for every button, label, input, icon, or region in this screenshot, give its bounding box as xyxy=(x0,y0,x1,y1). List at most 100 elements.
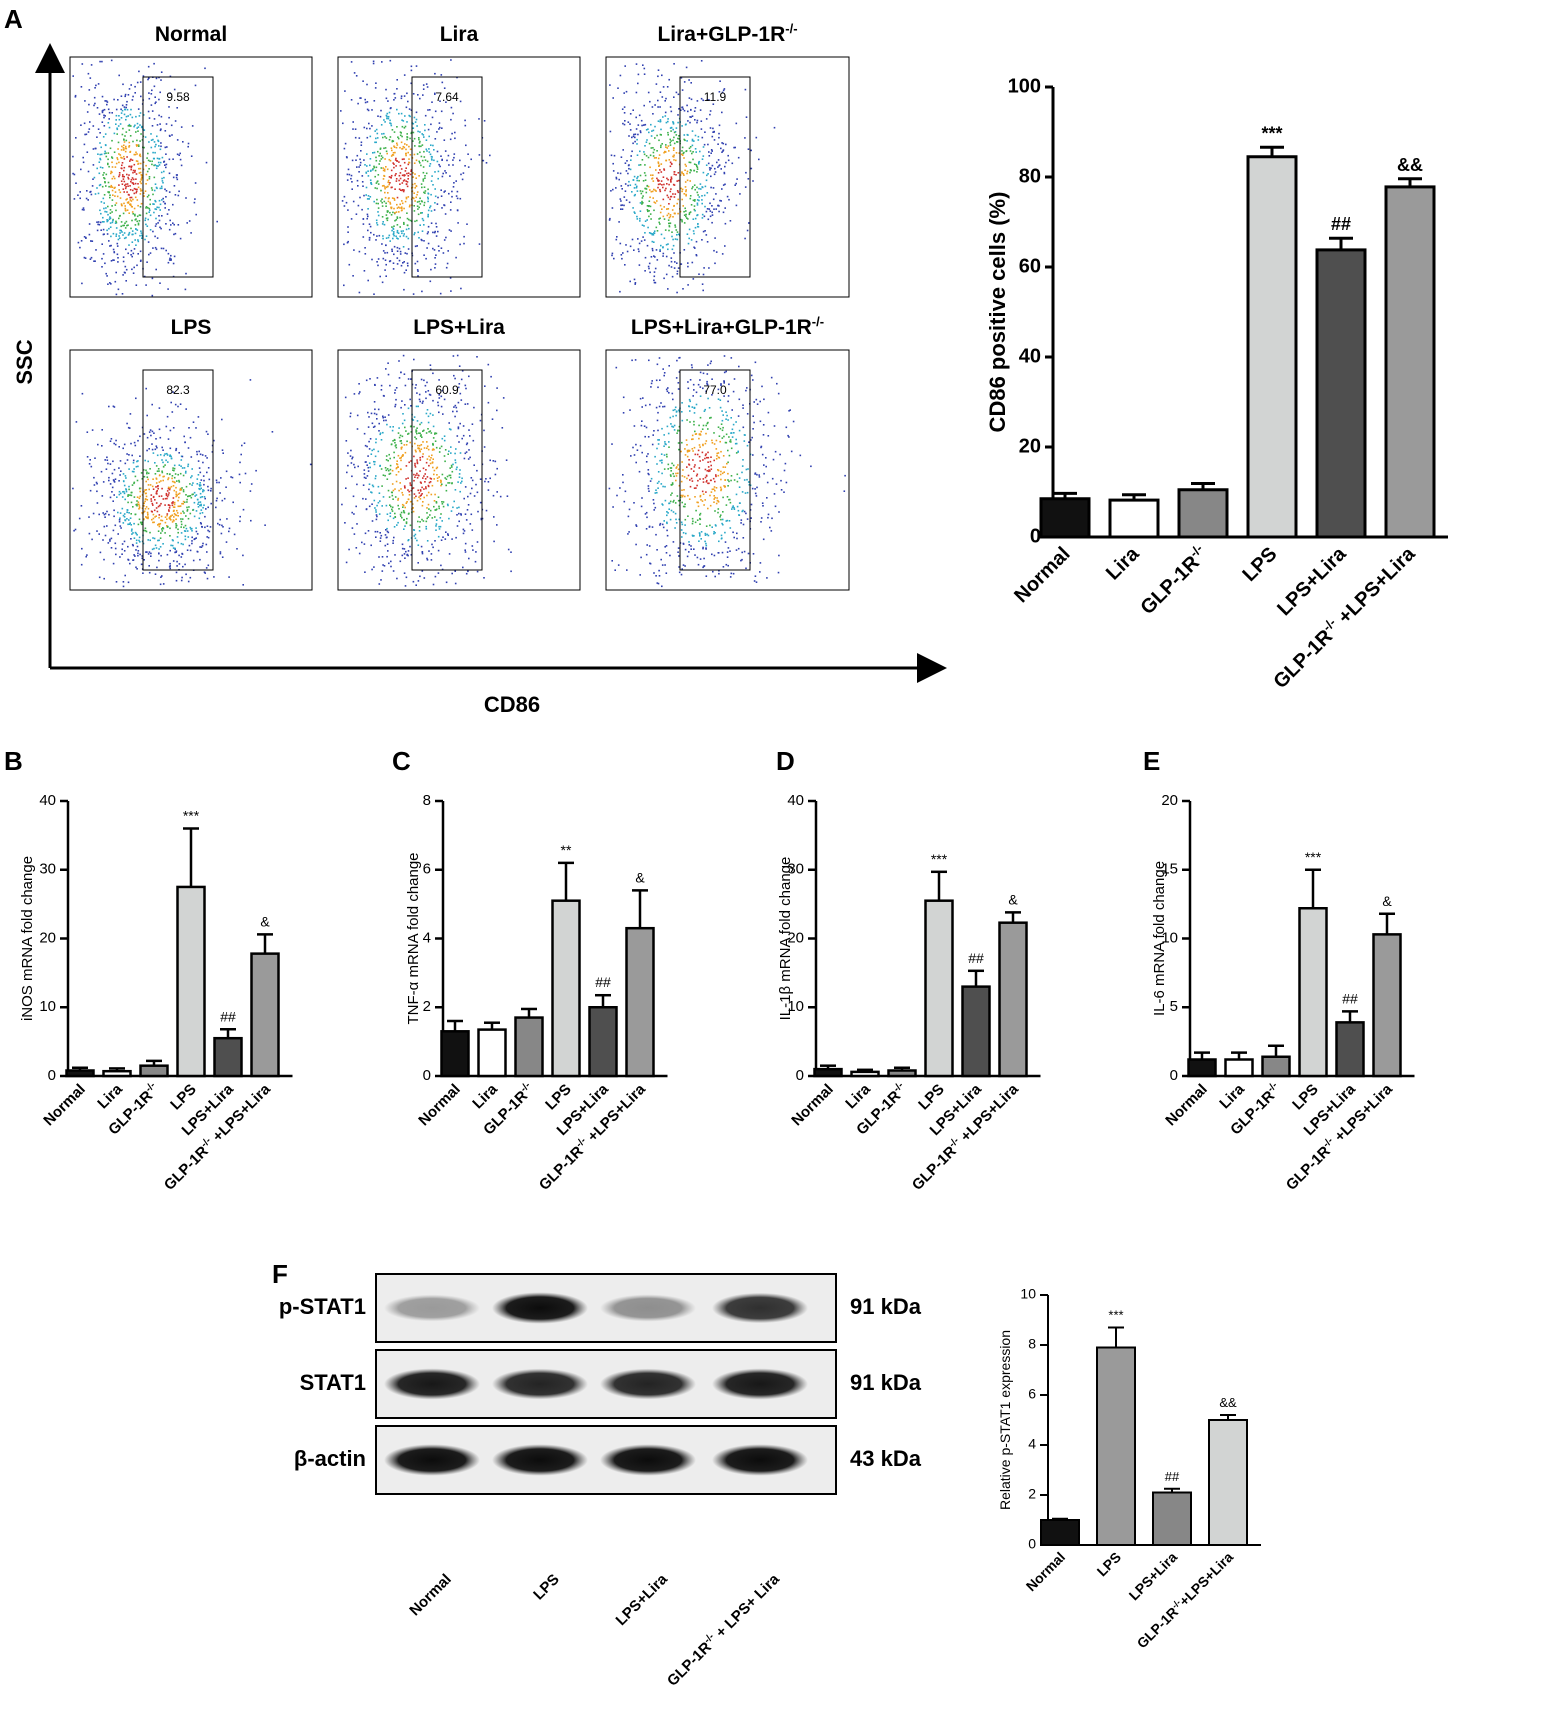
flow-dot xyxy=(650,135,653,137)
flow-dot xyxy=(375,202,378,205)
flow-dot xyxy=(120,203,123,205)
flow-dot xyxy=(433,500,436,502)
flow-dot xyxy=(427,390,430,392)
flow-dot xyxy=(92,164,95,166)
flow-dot xyxy=(400,230,403,232)
flow-dot xyxy=(174,473,177,475)
flow-dot xyxy=(704,454,707,457)
flow-dot xyxy=(162,498,165,500)
flow-dot xyxy=(706,208,709,210)
flow-dot xyxy=(86,190,88,192)
flow-dot xyxy=(155,167,158,170)
flow-dot xyxy=(454,489,457,491)
flow-dot xyxy=(190,456,193,458)
flow-dot xyxy=(138,167,140,170)
flow-dot xyxy=(215,479,218,482)
flow-dot xyxy=(150,187,153,189)
flow-dot xyxy=(135,566,137,569)
flow-dot xyxy=(669,198,671,201)
flow-dot xyxy=(162,583,165,585)
flow-dot xyxy=(390,147,393,149)
flow-dot xyxy=(173,516,175,518)
flow-dot xyxy=(113,187,116,189)
flow-dot xyxy=(435,467,438,470)
flow-dot xyxy=(153,521,155,524)
flow-dot xyxy=(695,509,697,512)
flow-dot xyxy=(390,174,393,177)
flow-dot xyxy=(121,553,123,555)
flow-dot xyxy=(642,195,644,197)
flow-dot xyxy=(418,444,421,447)
flow-dot xyxy=(119,460,122,462)
flow-dot xyxy=(433,473,435,476)
flow-dot xyxy=(180,518,182,520)
flow-dot xyxy=(463,530,466,532)
flow-dot xyxy=(630,159,632,161)
flow-dot xyxy=(434,195,437,198)
flow-dot xyxy=(403,419,406,422)
flow-dot xyxy=(664,115,667,117)
flow-dot xyxy=(721,142,723,144)
flow-dot xyxy=(144,219,146,222)
flow-dot xyxy=(626,160,628,162)
flow-dot xyxy=(125,183,127,186)
flow-dot xyxy=(137,253,139,255)
flow-dot xyxy=(132,95,134,98)
flow-dot xyxy=(436,203,439,205)
flow-dot xyxy=(665,443,667,446)
flow-dot xyxy=(743,479,746,481)
flow-dot xyxy=(117,533,119,535)
flow-dot xyxy=(684,181,687,183)
flow-dot xyxy=(678,409,680,411)
flow-dot xyxy=(745,171,747,174)
flow-dot xyxy=(161,470,163,473)
flow-dot xyxy=(448,474,451,477)
flow-dot xyxy=(402,120,405,122)
flow-dot xyxy=(143,518,145,520)
flow-dot xyxy=(686,104,688,107)
flow-dot xyxy=(123,158,126,160)
flow-dot xyxy=(762,424,765,426)
flow-dot xyxy=(401,435,404,438)
flow-dot xyxy=(732,505,734,507)
flow-dot xyxy=(166,213,169,215)
flow-dot xyxy=(384,534,387,536)
flow-dot xyxy=(133,125,135,128)
flow-dot xyxy=(178,479,180,482)
flow-dot xyxy=(181,518,184,520)
flow-dot xyxy=(241,444,243,447)
flow-dot xyxy=(443,435,446,437)
flow-dot xyxy=(471,423,474,425)
flow-dot xyxy=(194,84,197,87)
flow-dot xyxy=(686,555,689,558)
flow-dot xyxy=(713,130,715,133)
flow-dot xyxy=(658,165,660,167)
flow-dot xyxy=(444,538,447,540)
flow-dot xyxy=(368,198,370,200)
flow-dot xyxy=(255,469,257,472)
flow-dot xyxy=(351,159,354,162)
flow-dot xyxy=(395,235,397,238)
flow-dot xyxy=(156,157,159,160)
flow-dot xyxy=(85,555,87,558)
flow-dot xyxy=(424,473,426,475)
flow-dot xyxy=(172,497,175,499)
flow-dot xyxy=(710,491,713,493)
flow-dot xyxy=(670,266,673,268)
flow-dot xyxy=(175,447,178,450)
flow-dot xyxy=(629,129,632,131)
flow-dot xyxy=(714,171,717,173)
flow-dot xyxy=(733,506,735,509)
flow-dot xyxy=(422,178,425,180)
flow-dot xyxy=(687,381,689,383)
flow-dot xyxy=(137,126,140,128)
flow-dot xyxy=(125,490,128,493)
flow-dot xyxy=(136,81,139,84)
flow-dot xyxy=(146,170,149,173)
flow-dot xyxy=(622,252,624,254)
flow-dot xyxy=(413,425,415,428)
flow-dot xyxy=(172,469,174,471)
flow-dot xyxy=(200,546,203,548)
flow-dot xyxy=(150,494,153,496)
flow-dot xyxy=(434,92,436,95)
